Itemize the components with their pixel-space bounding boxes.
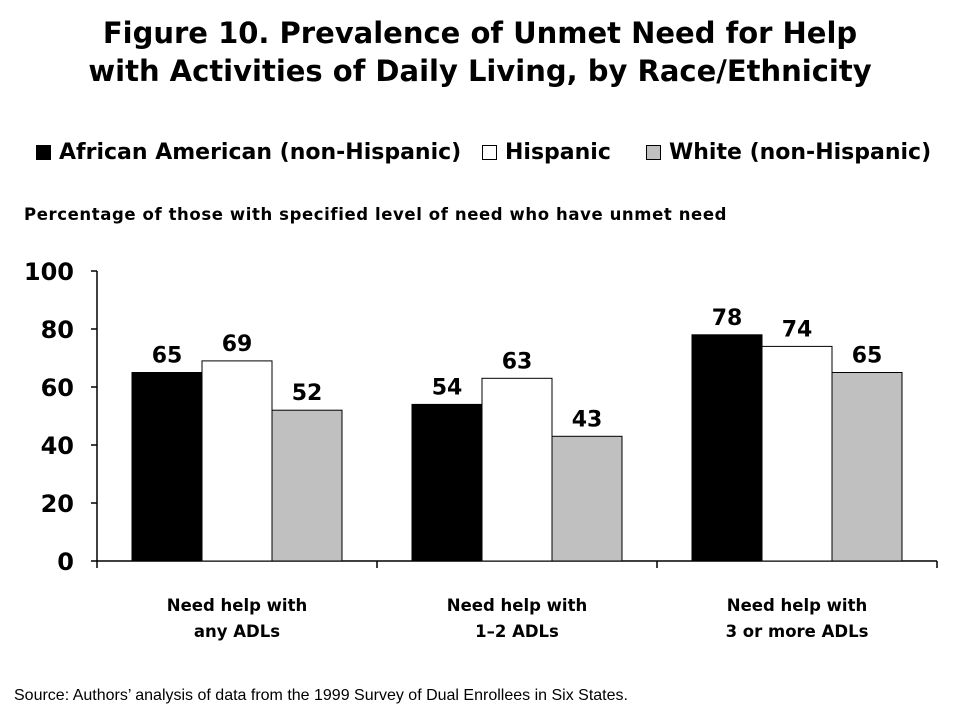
y-tick-label-20: 20 xyxy=(41,490,74,518)
bar-1-0 xyxy=(411,403,483,562)
data-label-0-1: 69 xyxy=(222,332,253,357)
legend: African American (non-Hispanic) Hispanic… xyxy=(0,140,960,170)
y-tick-label-60: 60 xyxy=(41,374,74,402)
chart-subtitle: Percentage of those with specified level… xyxy=(24,205,728,224)
bar-2-2 xyxy=(831,372,903,562)
data-label-0-0: 65 xyxy=(152,344,183,369)
legend-swatch-white xyxy=(646,145,661,160)
bar-2-0 xyxy=(691,334,763,562)
legend-item-african-american: African American (non-Hispanic) xyxy=(36,140,461,165)
category-label-0-line-1: any ADLs xyxy=(194,622,280,641)
bar-1-2 xyxy=(551,435,623,562)
legend-item-white: White (non-Hispanic) xyxy=(646,140,931,165)
data-label-2-2: 65 xyxy=(852,344,883,369)
y-tick-label-100: 100 xyxy=(24,258,74,286)
data-label-1-0: 54 xyxy=(432,375,463,400)
y-tick-label-40: 40 xyxy=(41,432,74,460)
category-label-1-line-0: Need help with xyxy=(447,596,587,615)
bar-2-1 xyxy=(761,345,833,562)
chart-title-line-1: Figure 10. Prevalence of Unmet Need for … xyxy=(102,16,858,50)
legend-label-white: White (non-Hispanic) xyxy=(669,140,932,165)
chart-title: Figure 10. Prevalence of Unmet Need for … xyxy=(0,14,960,90)
category-label-1-line-1: 1–2 ADLs xyxy=(475,622,559,641)
bar-0-1 xyxy=(201,360,273,562)
category-label-2-line-0: Need help with xyxy=(727,596,867,615)
y-tick-label-80: 80 xyxy=(41,316,74,344)
legend-item-hispanic: Hispanic xyxy=(482,140,611,165)
data-label-1-2: 43 xyxy=(572,407,603,432)
category-label-0-line-0: Need help with xyxy=(167,596,307,615)
bar-1-1 xyxy=(481,377,553,562)
source-note: Source: Authors’ analysis of data from t… xyxy=(14,687,628,704)
data-label-1-1: 63 xyxy=(502,349,533,374)
legend-swatch-african-american xyxy=(36,145,51,160)
legend-swatch-hispanic xyxy=(482,145,497,160)
bar-0-2 xyxy=(271,409,343,562)
y-tick-label-0: 0 xyxy=(57,548,74,576)
category-label-2-line-1: 3 or more ADLs xyxy=(726,622,869,641)
chart-title-line-2: with Activities of Daily Living, by Race… xyxy=(88,54,872,88)
legend-label-hispanic: Hispanic xyxy=(505,140,611,165)
data-label-2-1: 74 xyxy=(782,317,813,342)
data-label-0-2: 52 xyxy=(292,381,323,406)
bar-0-0 xyxy=(131,372,203,562)
data-label-2-0: 78 xyxy=(712,306,743,331)
legend-label-african-american: African American (non-Hispanic) xyxy=(59,140,462,165)
